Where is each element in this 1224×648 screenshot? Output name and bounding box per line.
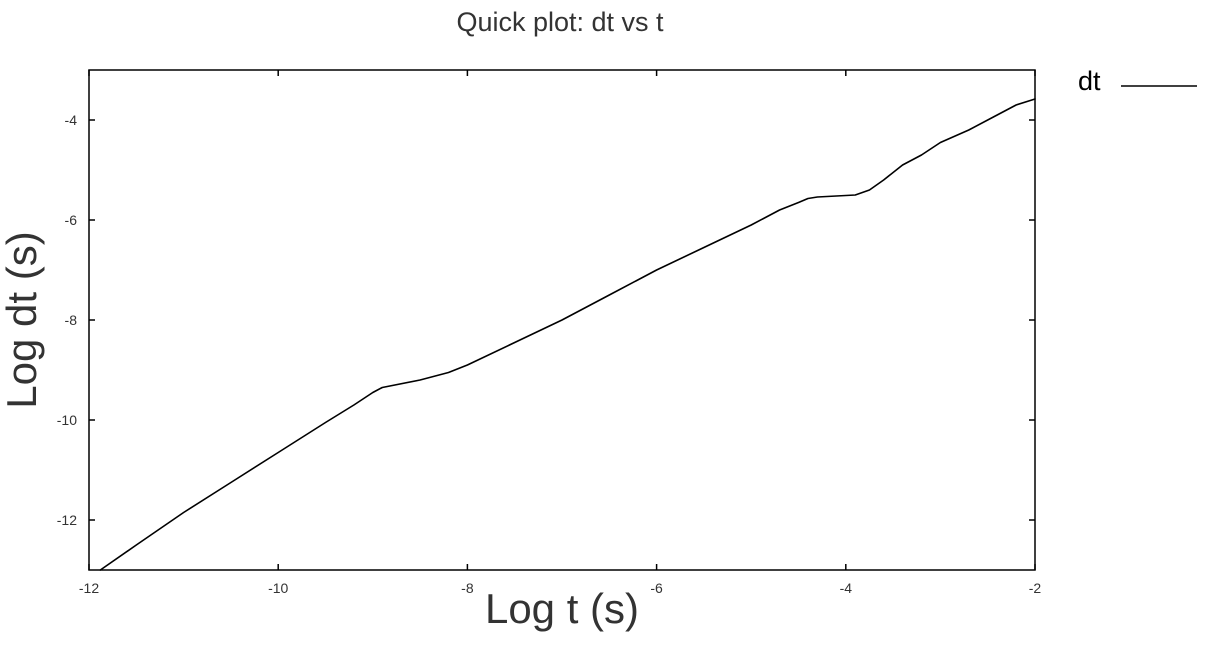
x-tick-label: -10	[268, 580, 288, 596]
y-tick-label: -10	[57, 412, 77, 428]
chart-title: Quick plot: dt vs t	[456, 7, 664, 37]
y-axis-label: Log dt (s)	[0, 231, 45, 408]
x-tick-label: -8	[461, 580, 474, 596]
legend: dt	[1078, 66, 1197, 96]
y-tick-label: -4	[65, 112, 78, 128]
x-tick-label: -6	[650, 580, 663, 596]
x-axis-label: Log t (s)	[485, 585, 639, 632]
x-tick-label: -2	[1029, 580, 1042, 596]
y-tick-label: -8	[65, 312, 78, 328]
y-axis-ticks: -4 -6 -8 -10 -12	[57, 112, 1035, 528]
x-tick-label: -12	[79, 580, 99, 596]
x-tick-label: -4	[840, 580, 853, 596]
legend-item-label: dt	[1078, 66, 1101, 96]
x-axis-ticks: -12 -10 -8 -6 -4 -2	[79, 70, 1042, 596]
y-tick-label: -12	[57, 512, 77, 528]
series-line-dt	[99, 98, 1036, 571]
y-tick-label: -6	[65, 212, 78, 228]
